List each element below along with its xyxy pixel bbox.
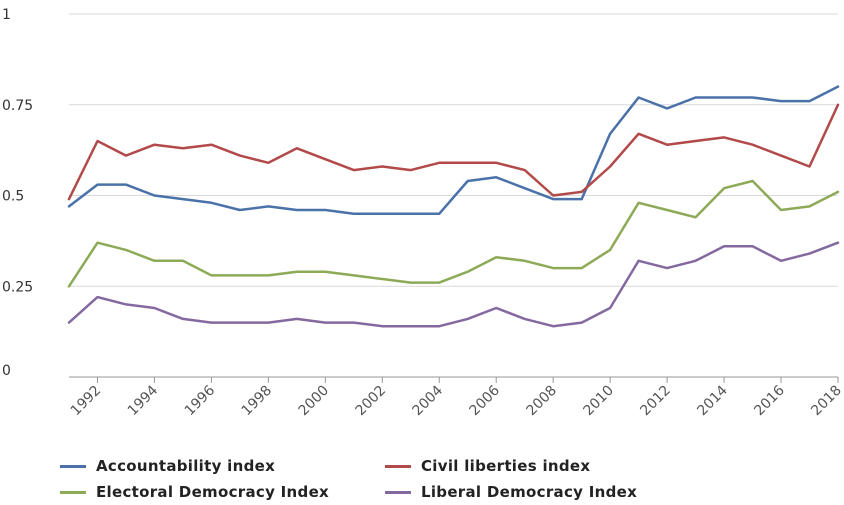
x-tick-label: 1992 [68, 383, 105, 420]
legend-label-electoral-democracy: Electoral Democracy Index [96, 483, 330, 501]
legend-item-accountability[interactable]: Accountability index [60, 456, 385, 476]
series-line-2 [67, 179, 840, 288]
x-tick-label: 2012 [637, 383, 674, 420]
x-tick-label: 2016 [751, 382, 788, 419]
legend-swatch-civil-liberties [385, 464, 411, 468]
y-tick-label: 0.75 [2, 98, 33, 114]
x-tick-label: 2000 [296, 383, 333, 420]
x-tick-label: 2002 [353, 383, 390, 420]
legend-label-civil-liberties: Civil liberties index [421, 457, 591, 475]
series-line-3 [67, 241, 840, 328]
gridlines [69, 13, 838, 287]
y-tick-label: 0.25 [2, 279, 33, 295]
x-tick-label: 1994 [125, 382, 162, 419]
legend-label-liberal-democracy: Liberal Democracy Index [421, 483, 638, 501]
x-tick-label: 2008 [523, 383, 560, 420]
x-tick-label: 2010 [580, 383, 617, 420]
legend-swatch-accountability [60, 464, 86, 468]
x-tick-label: 2004 [410, 382, 447, 419]
legend-swatch-liberal-democracy [385, 490, 411, 494]
x-tick-label: 1998 [239, 383, 276, 420]
line-chart: 0 0.25 0.5 0.75 1 1992 1994 1996 1998 2000 2002 20… [2, 7, 844, 420]
legend-swatch-electoral-democracy [60, 490, 86, 494]
legend-item-electoral-democracy[interactable]: Electoral Democracy Index [60, 482, 385, 502]
y-tick-label: 1 [2, 7, 11, 23]
legend-item-civil-liberties[interactable]: Civil liberties index [385, 456, 715, 476]
series-lines [67, 85, 840, 328]
series-line-0 [67, 85, 840, 215]
x-axis: 1992 1994 1996 1998 2000 2002 2004 2006 2008 2010… [68, 376, 844, 420]
y-tick-label: 0 [2, 363, 11, 379]
legend-label-accountability: Accountability index [96, 457, 276, 475]
x-tick-label: 2006 [467, 382, 504, 419]
legend-item-liberal-democracy[interactable]: Liberal Democracy Index [385, 482, 715, 502]
x-tick-label: 2014 [694, 382, 731, 419]
x-tick-label: 1996 [182, 382, 219, 419]
y-tick-label: 0.5 [2, 189, 24, 205]
y-axis-ticks: 0 0.25 0.5 0.75 1 [2, 7, 33, 379]
x-tick-label: 2018 [808, 383, 844, 420]
series-line-1 [67, 103, 840, 201]
legend: Accountability index Civil liberties ind… [60, 456, 780, 502]
